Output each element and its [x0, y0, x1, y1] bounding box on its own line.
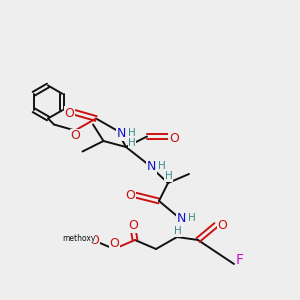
- Text: H: H: [174, 226, 182, 236]
- Text: N: N: [117, 127, 127, 140]
- Text: H: H: [188, 213, 195, 224]
- Text: O: O: [65, 106, 74, 120]
- Text: H: H: [165, 171, 172, 182]
- Text: N: N: [177, 212, 187, 226]
- Text: O: O: [110, 237, 119, 250]
- Text: O: O: [129, 219, 138, 232]
- Text: O: O: [218, 219, 227, 232]
- Text: H: H: [128, 137, 136, 148]
- Text: N: N: [147, 160, 157, 173]
- Text: O: O: [90, 233, 99, 247]
- Text: H: H: [128, 128, 135, 138]
- Text: O: O: [169, 132, 179, 146]
- Text: H: H: [158, 161, 165, 171]
- Text: F: F: [236, 253, 243, 266]
- Text: methoxy: methoxy: [62, 234, 95, 243]
- Text: O: O: [71, 129, 80, 142]
- Text: O: O: [125, 189, 135, 202]
